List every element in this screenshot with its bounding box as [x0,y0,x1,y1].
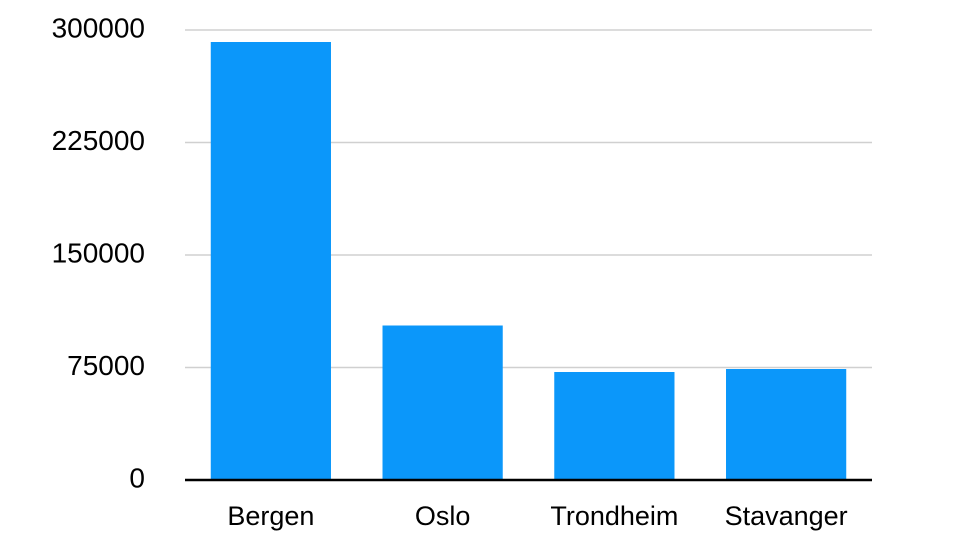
y-tick-label: 0 [129,462,145,493]
x-tick-label: Oslo [415,501,471,531]
y-tick-label: 150000 [52,237,145,268]
bar [382,325,503,480]
x-tick-label: Stavanger [725,501,848,531]
bar [554,372,675,480]
y-tick-label: 225000 [52,125,145,156]
bar [726,369,847,480]
y-tick-label: 300000 [52,12,145,43]
y-tick-label: 75000 [67,350,145,381]
bar [210,42,331,480]
x-tick-label: Trondheim [550,501,678,531]
x-tick-label: Bergen [227,501,314,531]
